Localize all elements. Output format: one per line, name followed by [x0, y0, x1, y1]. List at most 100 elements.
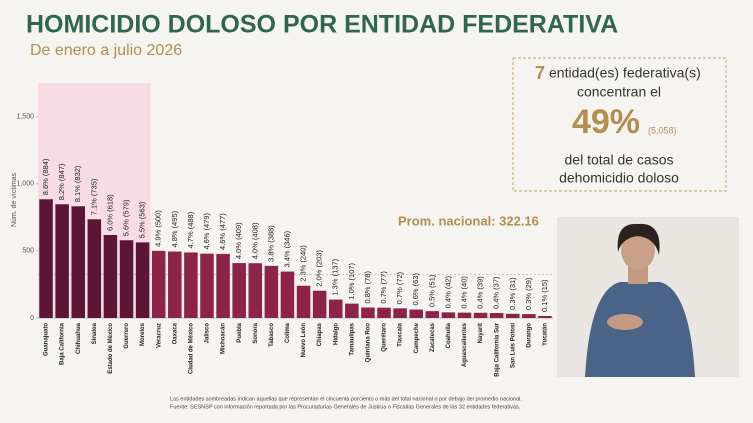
value-label: 2.0% (203) [315, 250, 324, 287]
summary-total: (5,058) [648, 125, 677, 135]
value-label: 0.3% (29) [524, 277, 533, 310]
bar [264, 265, 279, 318]
value-label: 8.1% (832) [73, 165, 82, 202]
x-tick-label: Puebla [237, 322, 243, 342]
bar [425, 311, 440, 318]
bar [103, 235, 118, 318]
x-tick-label: Quintana Roo [366, 323, 372, 363]
bar [184, 252, 198, 318]
x-tick-label: San Luis Potosí [510, 323, 516, 368]
value-label: 0.6% (63) [411, 273, 420, 306]
bar [473, 312, 488, 318]
value-label: 4.0% (409) [234, 222, 243, 259]
x-tick-label: Querétaro [382, 323, 388, 352]
x-tick-label: Durango [526, 323, 532, 348]
x-tick-label: Tlaxcala [398, 322, 404, 346]
value-label: 0.4% (39) [476, 276, 485, 309]
x-tick-label: Coahuila [446, 322, 452, 348]
bar [55, 204, 69, 318]
bar [135, 242, 150, 318]
summary-percent: 49% [572, 103, 640, 141]
value-label: 4.6% (479) [202, 212, 211, 249]
bar [168, 251, 182, 318]
x-tick-label: Sonora [253, 322, 259, 343]
y-axis-label: Núm. de víctimas [11, 172, 18, 227]
bar [71, 206, 85, 318]
x-tick-label: Zacatecas [430, 322, 436, 352]
y-tick-label: 1,500 [16, 113, 34, 120]
value-label: 4.8% (495) [170, 210, 179, 247]
value-label: 8.6% (884) [41, 158, 50, 195]
x-tick-label: Aguascalientes [462, 322, 468, 367]
value-label: 1.3% (137) [331, 258, 340, 295]
value-label: 6.0% (618) [105, 194, 114, 231]
summary-text: del total de casos [565, 152, 674, 168]
x-tick-label: Sinaloa [92, 322, 98, 344]
x-tick-label: Nayarit [478, 323, 484, 343]
value-label: 0.4% (40) [459, 276, 468, 309]
x-tick-label: Baja California Sur [494, 322, 500, 376]
value-label: 0.8% (78) [363, 271, 372, 304]
value-label: 2.3% (240) [299, 245, 308, 282]
bar [216, 253, 230, 318]
bar [441, 312, 456, 318]
x-tick-label: Colima [285, 322, 291, 343]
bar [248, 263, 263, 318]
x-tick-label: Baja California [60, 322, 66, 365]
value-label: 4.6% (477) [218, 213, 227, 250]
value-label: 0.5% (51) [427, 274, 436, 307]
value-label: 0.7% (77) [379, 271, 388, 304]
interpreter-video [557, 217, 739, 377]
y-tick-label: 0 [30, 315, 34, 322]
x-tick-label: Estado de México [108, 323, 114, 374]
bar [151, 250, 166, 318]
summary-box [512, 57, 727, 192]
bar [232, 263, 246, 318]
bar [538, 315, 552, 318]
average-label: Prom. nacional: 322.16 [398, 213, 539, 228]
bar [39, 199, 53, 318]
value-label: 4.0% (408) [250, 222, 259, 259]
bar [506, 313, 520, 318]
bar [489, 313, 504, 318]
value-label: 5.6% (579) [122, 199, 131, 236]
value-label: 0.3% (31) [508, 277, 517, 310]
bar [409, 309, 423, 318]
value-label: 1.0% (107) [347, 262, 356, 299]
x-tick-label: Morelos [140, 322, 146, 346]
bar [280, 271, 295, 318]
value-label: 0.7% (72) [395, 271, 404, 304]
x-tick-label: Michoacán [221, 323, 227, 354]
x-tick-label: Ciudad de México [188, 323, 194, 374]
x-tick-label: Hidalgo [333, 323, 339, 345]
bar [296, 285, 311, 318]
value-label: 3.8% (388) [266, 225, 275, 262]
summary-text: entidad(es) federativa(s) [549, 65, 701, 81]
x-tick-label: Tamaulipas [349, 322, 355, 355]
bar [87, 219, 102, 318]
bar [377, 307, 391, 318]
y-tick-label: 500 [22, 248, 34, 255]
value-label: 3.4% (346) [282, 230, 291, 267]
bar [522, 314, 536, 318]
summary-text: concentran el [577, 84, 661, 100]
x-tick-label: Yucatán [543, 323, 549, 346]
summary-count: 7 [535, 63, 545, 83]
x-tick-label: Guanajuato [44, 323, 50, 356]
value-label: 0.4% (42) [443, 275, 452, 308]
x-tick-label: Jalisco [205, 323, 211, 344]
summary-text: dehomicidio doloso [559, 170, 679, 186]
value-label: 7.1% (735) [89, 178, 98, 215]
x-tick-label: Campeche [414, 322, 420, 353]
footnote: Fuente: SESNSP con información reportada… [170, 404, 521, 410]
value-label: 0.1% (15) [540, 279, 549, 312]
bar [312, 290, 327, 318]
footnote: Las entidades sombreadas indican aquella… [170, 396, 522, 402]
x-tick-label: Chiapas [317, 322, 323, 346]
chart-subtitle: De enero a julio 2026 [30, 42, 182, 59]
value-label: 4.7% (488) [186, 211, 195, 248]
value-label: 0.4% (37) [492, 276, 501, 309]
x-tick-label: Oaxaca [172, 322, 178, 344]
x-tick-label: Tabasco [269, 323, 275, 347]
